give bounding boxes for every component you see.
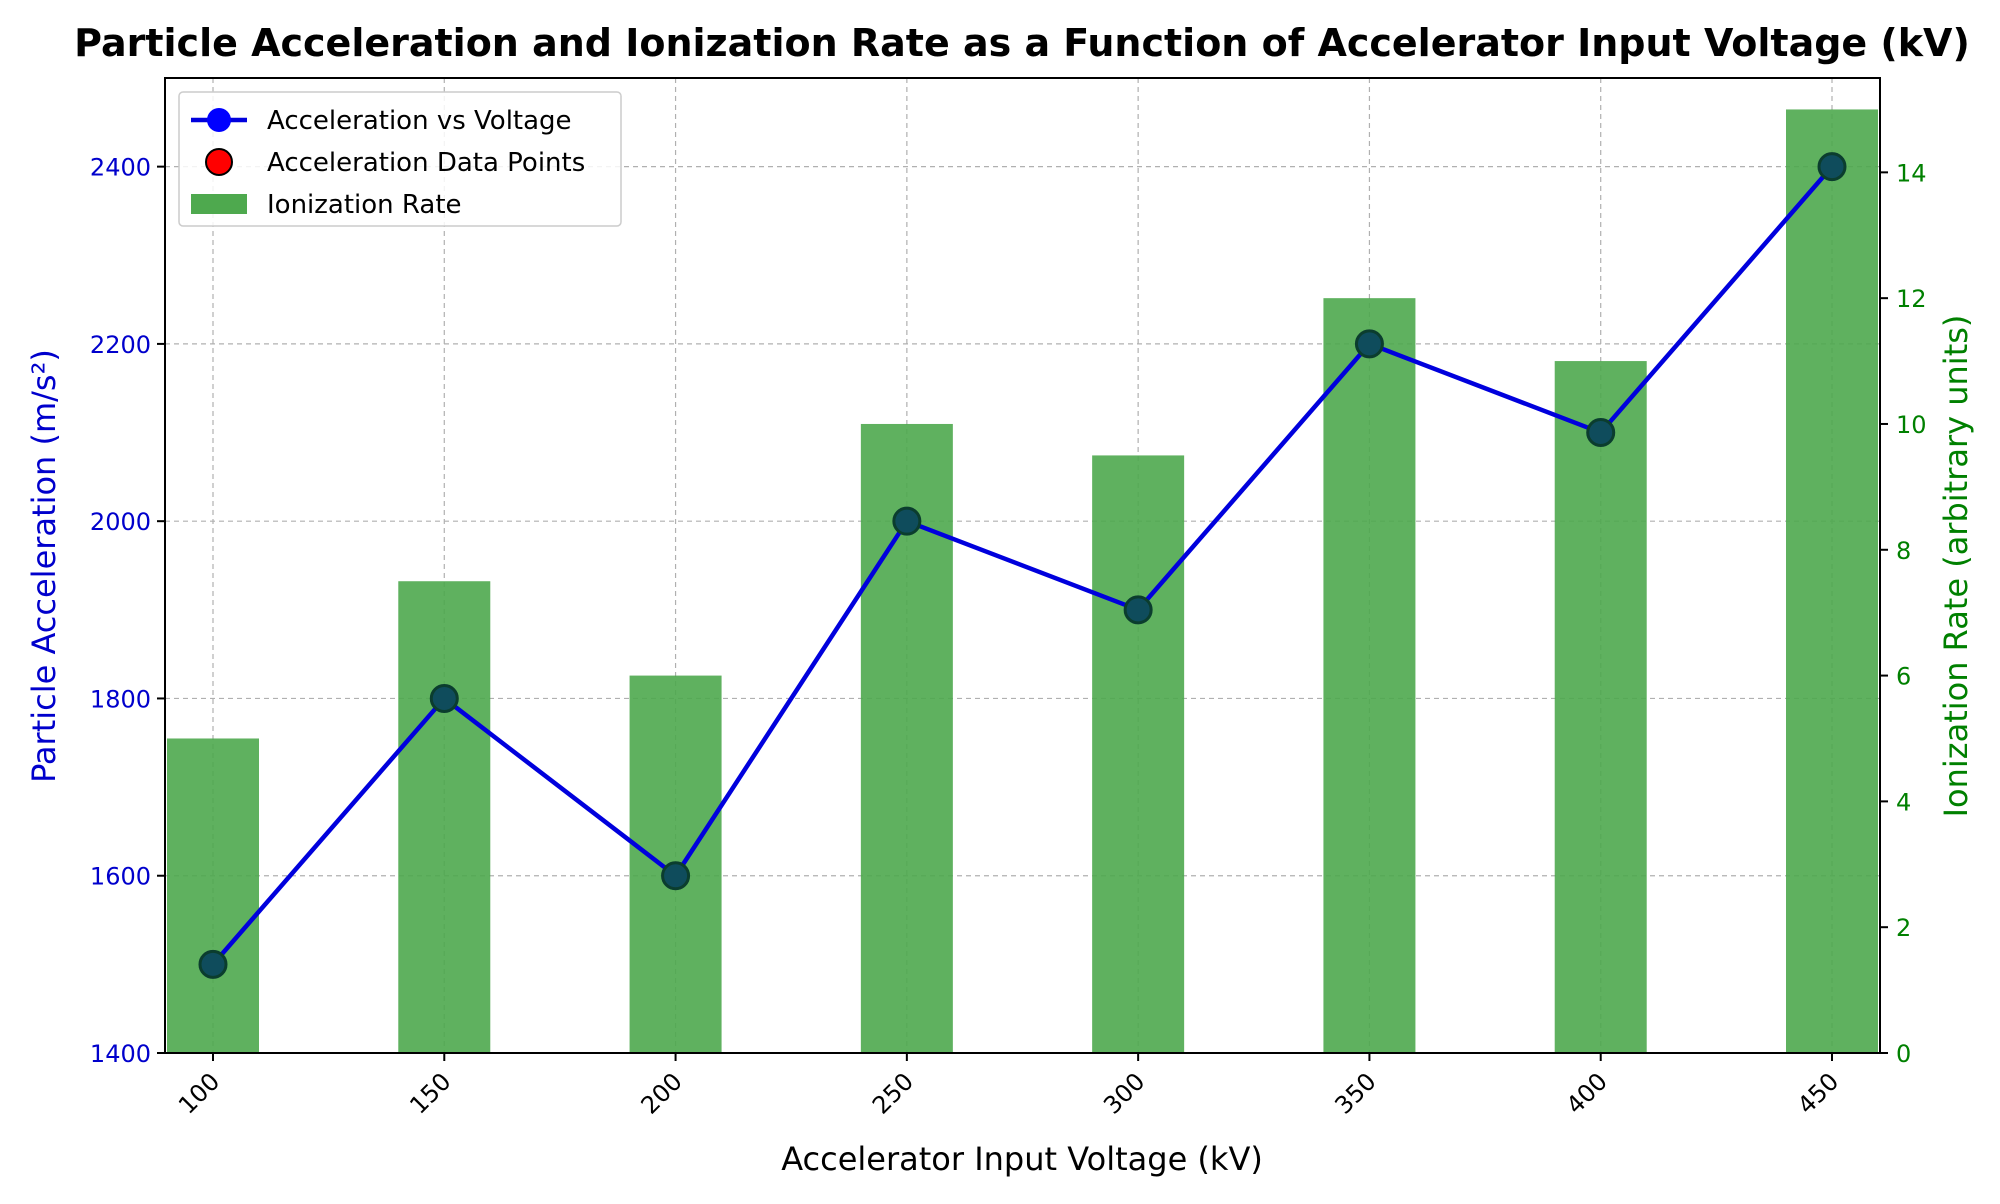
y-left-tick-label: 1800 [90,685,151,713]
x-tick-label: 350 [1329,1067,1381,1119]
point-acceleration [198,949,228,979]
y-axis-left-label: Particle Acceleration (m/s²) [25,349,63,783]
y-right-tick-label: 8 [1896,537,1911,565]
bar-ionization-rate [1323,298,1416,1054]
y-left-tick-label: 2400 [90,154,151,182]
point-acceleration [892,506,922,536]
x-tick-label: 400 [1561,1067,1613,1119]
point-acceleration [1354,329,1384,359]
y-right-tick-label: 2 [1896,914,1911,942]
y-left-tick-label: 1600 [90,863,151,891]
point-acceleration [1123,595,1153,625]
legend-point-swatch [205,148,233,176]
bar-ionization-rate [167,738,259,1053]
x-tick-label: 300 [1098,1067,1150,1119]
x-axis-label: Accelerator Input Voltage (kV) [781,1140,1263,1178]
y-right-tick-label: 10 [1896,411,1927,439]
point-acceleration [1817,152,1847,182]
x-tick-label: 150 [404,1067,456,1119]
x-tick-label: 200 [636,1067,688,1119]
point-acceleration [429,683,459,713]
y-axis-right-label: Ionization Rate (arbitrary units) [1937,315,1975,818]
bar-ionization-rate [398,581,491,1053]
point-acceleration [1586,418,1616,448]
y-left-tick-label: 2000 [90,508,151,536]
plot-frame [164,77,1881,1054]
legend-label-line: Acceleration vs Voltage [267,106,572,136]
line-acceleration-vs-voltage [211,165,1834,966]
chart-title: Particle Acceleration and Ionization Rat… [74,21,1970,65]
legend-label-bars: Ionization Rate [267,190,462,220]
y-right-tick-label: 14 [1896,159,1927,187]
y-right-tick-label: 0 [1896,1040,1911,1068]
legend-box [178,91,622,227]
plot-area: 1400 1600 1800 2000 2200 2400 0 2 4 6 8 10 12 14 100 15… [90,77,1927,1120]
bar-ionization-rate [1092,455,1185,1054]
y-right-tick-label: 12 [1896,285,1927,313]
x-tick-label: 250 [867,1067,919,1119]
bar-ionization-rate [1786,109,1878,1054]
legend-line-marker [207,108,231,132]
y-right-tick-label: 6 [1896,663,1911,691]
y-right-tick-label: 4 [1896,788,1911,816]
y-left-tick-label: 1400 [90,1040,151,1068]
bar-ionization-rate [1554,361,1647,1053]
legend-bar-swatch [191,194,247,214]
y-left-tick-label: 2200 [90,331,151,359]
x-tick-label: 100 [173,1067,225,1119]
point-acceleration [661,861,691,891]
legend-label-points: Acceleration Data Points [267,148,585,178]
x-tick-label: 450 [1792,1067,1844,1119]
